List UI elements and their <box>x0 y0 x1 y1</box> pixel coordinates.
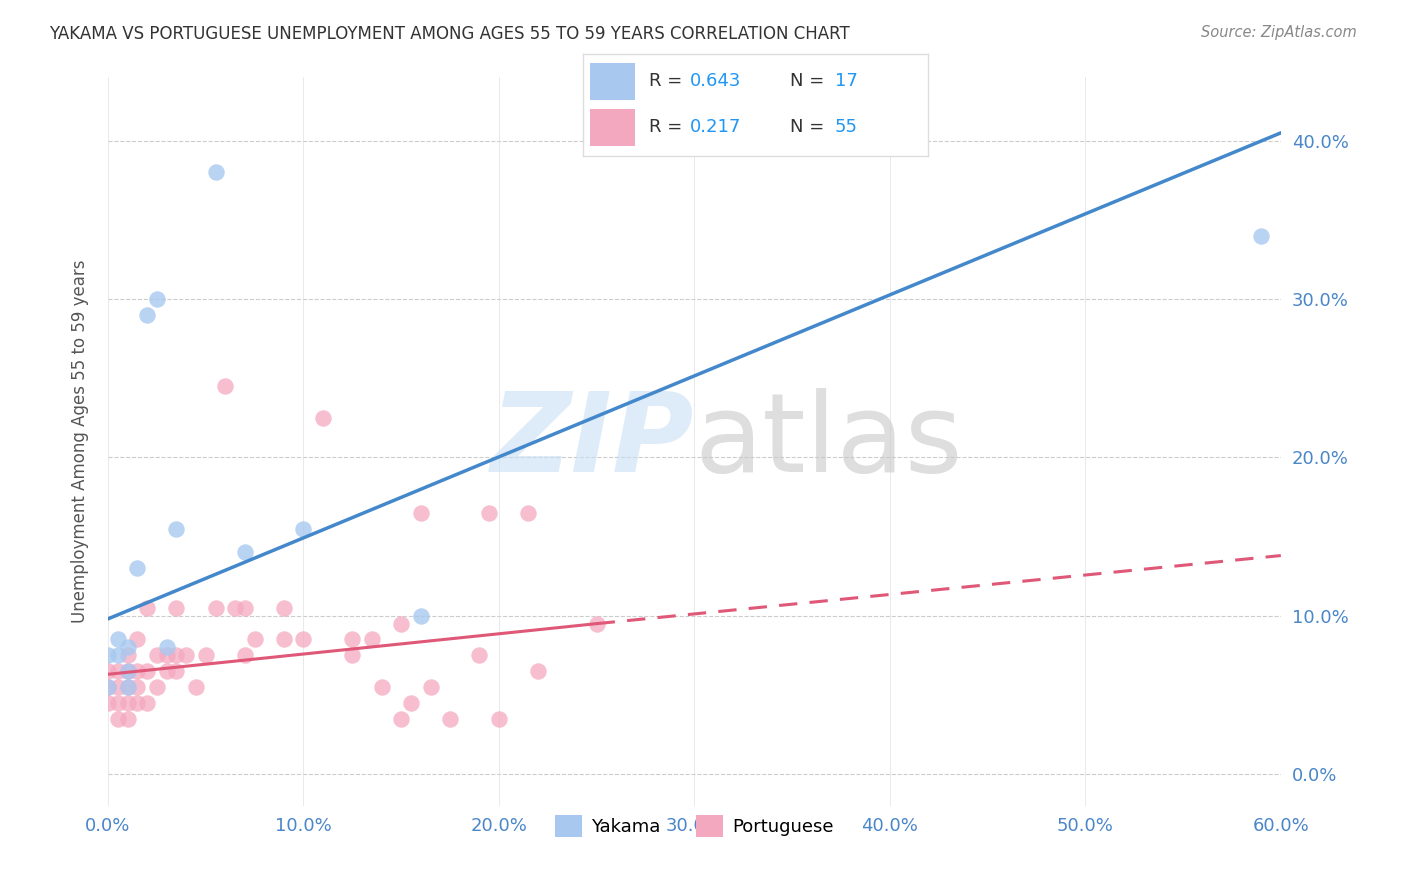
Point <box>478 506 501 520</box>
Point <box>146 680 169 694</box>
Text: R =: R = <box>650 72 688 90</box>
Point <box>117 664 139 678</box>
Point <box>165 648 187 663</box>
Y-axis label: Unemployment Among Ages 55 to 59 years: Unemployment Among Ages 55 to 59 years <box>72 260 89 624</box>
Point <box>107 632 129 647</box>
Point <box>165 522 187 536</box>
Point <box>1250 228 1272 243</box>
Point <box>488 712 510 726</box>
Text: Source: ZipAtlas.com: Source: ZipAtlas.com <box>1201 25 1357 40</box>
Point <box>156 640 179 655</box>
Point <box>174 648 197 663</box>
Bar <box>591 62 636 100</box>
Point <box>273 632 295 647</box>
Point <box>127 680 149 694</box>
Point <box>342 632 364 647</box>
Point <box>97 648 120 663</box>
Point <box>342 648 364 663</box>
Point <box>409 608 432 623</box>
Point <box>117 712 139 726</box>
Point <box>117 640 139 655</box>
Point <box>127 664 149 678</box>
Point <box>107 680 129 694</box>
Point <box>146 292 169 306</box>
Point <box>214 379 236 393</box>
Point <box>292 522 315 536</box>
Point <box>127 696 149 710</box>
Point <box>389 712 412 726</box>
Point <box>117 680 139 694</box>
Text: 0.643: 0.643 <box>690 72 741 90</box>
Point <box>517 506 540 520</box>
Point <box>409 506 432 520</box>
Point <box>127 632 149 647</box>
Point <box>360 632 382 647</box>
Point <box>97 664 120 678</box>
Point <box>233 545 256 559</box>
Point <box>370 680 392 694</box>
Point <box>419 680 441 694</box>
Point <box>156 664 179 678</box>
Point <box>273 600 295 615</box>
Point <box>107 664 129 678</box>
Point <box>204 600 226 615</box>
Text: atlas: atlas <box>695 388 963 495</box>
Point <box>165 664 187 678</box>
Bar <box>591 109 636 145</box>
Point <box>312 410 335 425</box>
Point <box>527 664 550 678</box>
Point <box>146 648 169 663</box>
Point <box>224 600 246 615</box>
Point <box>292 632 315 647</box>
Point <box>97 680 120 694</box>
Point <box>399 696 422 710</box>
Legend: Yakama, Portuguese: Yakama, Portuguese <box>547 807 841 844</box>
Text: ZIP: ZIP <box>491 388 695 495</box>
Point <box>184 680 207 694</box>
Point <box>136 664 159 678</box>
Text: R =: R = <box>650 119 688 136</box>
Point <box>107 648 129 663</box>
Text: 0.217: 0.217 <box>690 119 741 136</box>
Point <box>468 648 491 663</box>
Text: YAKAMA VS PORTUGUESE UNEMPLOYMENT AMONG AGES 55 TO 59 YEARS CORRELATION CHART: YAKAMA VS PORTUGUESE UNEMPLOYMENT AMONG … <box>49 25 851 43</box>
Point <box>117 680 139 694</box>
Point <box>97 696 120 710</box>
Point <box>136 308 159 322</box>
Text: 17: 17 <box>835 72 858 90</box>
Point <box>117 664 139 678</box>
Point <box>107 696 129 710</box>
Point <box>156 648 179 663</box>
Point <box>117 696 139 710</box>
Point <box>585 616 607 631</box>
Text: N =: N = <box>790 72 830 90</box>
Point <box>127 561 149 575</box>
Text: 55: 55 <box>835 119 858 136</box>
Point <box>107 712 129 726</box>
Point <box>389 616 412 631</box>
Point <box>439 712 461 726</box>
Point <box>165 600 187 615</box>
Point <box>194 648 217 663</box>
Point <box>233 648 256 663</box>
Point <box>136 600 159 615</box>
Point <box>204 165 226 179</box>
Point <box>243 632 266 647</box>
Point <box>233 600 256 615</box>
Point <box>136 696 159 710</box>
Point <box>117 648 139 663</box>
Point <box>97 680 120 694</box>
Text: N =: N = <box>790 119 830 136</box>
